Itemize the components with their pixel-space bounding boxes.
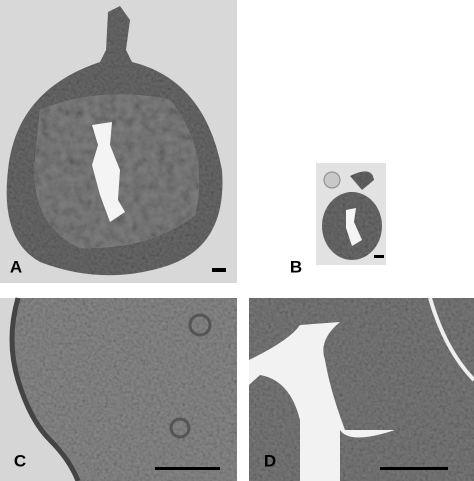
- panel-b: B: [290, 163, 386, 276]
- scale-bar: [155, 467, 220, 470]
- scale-bar: [212, 268, 226, 272]
- panel-label: C: [14, 451, 26, 470]
- tissue-fragment: [323, 171, 341, 189]
- gland: [169, 417, 191, 439]
- lumen: [249, 322, 395, 481]
- scale-bar: [380, 467, 448, 470]
- panel-d: D: [249, 297, 474, 481]
- cleft: [428, 297, 474, 382]
- scale-bar: [374, 255, 384, 258]
- lumen: [92, 122, 125, 222]
- panel-label: B: [290, 257, 302, 276]
- panel-c: C: [0, 297, 237, 481]
- panel-a: A: [0, 0, 237, 283]
- gland: [188, 313, 212, 337]
- epithelium: [9, 297, 81, 481]
- lumen: [346, 208, 362, 246]
- tissue-fragment: [350, 171, 374, 190]
- lumen: [0, 298, 78, 481]
- panel-label: A: [10, 257, 22, 276]
- panel-label: D: [264, 451, 276, 470]
